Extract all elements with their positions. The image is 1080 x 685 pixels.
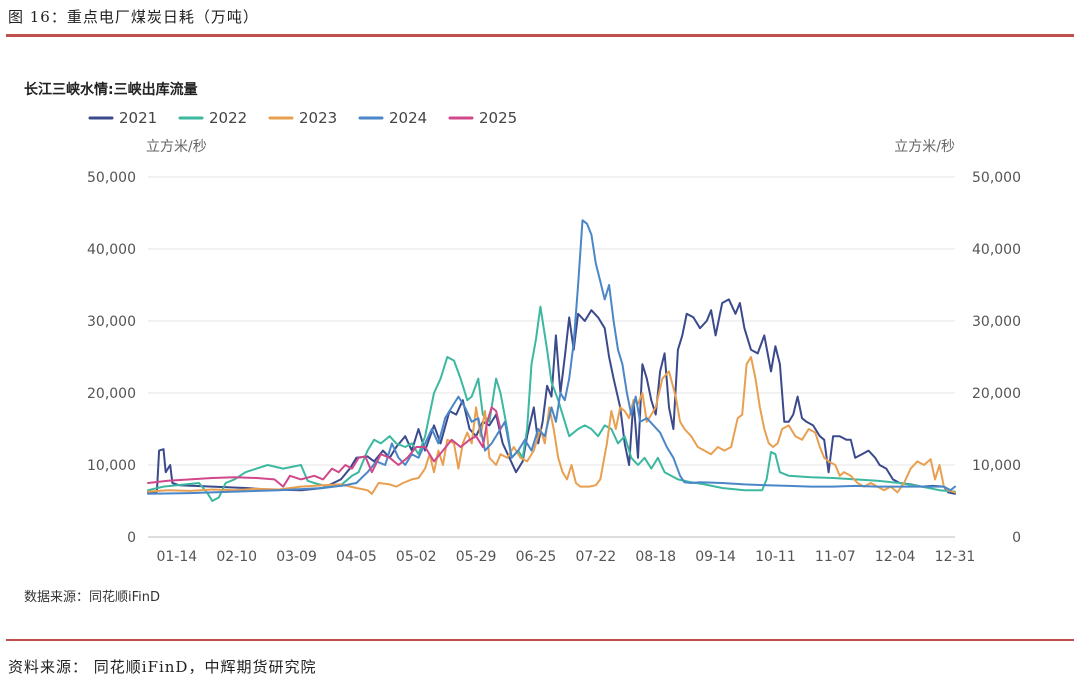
- grid-lines: [148, 176, 955, 538]
- series-line-2023: [147, 356, 956, 495]
- y-tick-label-left: 30,000: [87, 314, 136, 330]
- legend-item-2023[interactable]: 2023: [268, 109, 337, 127]
- legend: 2021 2022 2023 2024 2025: [88, 109, 517, 127]
- series-line-2021: [147, 298, 956, 495]
- outer-source-note: 资料来源： 同花顺iFinD，中辉期货研究院: [8, 658, 317, 676]
- x-tick-label: 05-29: [456, 549, 497, 565]
- legend-item-2025[interactable]: 2025: [448, 109, 517, 127]
- x-tick-label: 03-09: [276, 549, 317, 565]
- series-line-2024: [147, 219, 956, 495]
- legend-label: 2024: [389, 109, 427, 127]
- y-tick-label-left: 20,000: [87, 386, 136, 402]
- legend-item-2021[interactable]: 2021: [88, 109, 157, 127]
- y-tick-label-right: 30,000: [972, 314, 1021, 330]
- y-axis-label-left: 立方米/秒: [146, 139, 207, 155]
- x-tick-label: 06-25: [516, 549, 557, 565]
- y-tick-label-right: 20,000: [972, 386, 1021, 402]
- x-tick-label: 07-22: [575, 549, 616, 565]
- y-tick-label-right: 10,000: [972, 458, 1021, 474]
- x-tick-label: 09-14: [695, 549, 736, 565]
- legend-item-2024[interactable]: 2024: [358, 109, 427, 127]
- legend-label: 2022: [209, 109, 247, 127]
- y-tick-label-left: 10,000: [87, 458, 136, 474]
- legend-label: 2021: [119, 109, 157, 127]
- legend-label: 2025: [479, 109, 517, 127]
- line-chart: 长江三峡水情:三峡出库流量 2021 2022 2023 2024 2025 立方米/秒…: [24, 81, 1021, 565]
- x-tick-label: 10-11: [755, 549, 796, 565]
- x-tick-label: 05-02: [396, 549, 437, 565]
- x-tick-label: 01-14: [156, 549, 197, 565]
- series-line-2025: [147, 406, 502, 488]
- inner-source-note: 数据来源：同花顺iFinD: [24, 590, 161, 605]
- legend-item-2022[interactable]: 2022: [178, 109, 247, 127]
- series-line-2022: [147, 305, 956, 502]
- x-tick-label: 11-07: [815, 549, 856, 565]
- x-tick-label: 02-10: [216, 549, 257, 565]
- x-tick-label: 04-05: [336, 549, 377, 565]
- top-divider: [6, 34, 1074, 37]
- x-tick-label: 12-31: [935, 549, 976, 565]
- series-lines: [147, 219, 956, 502]
- x-ticks: 01-14 02-10 03-09 04-05 05-02 05-29 06-25 07-22…: [156, 549, 975, 565]
- chart-title: 长江三峡水情:三峡出库流量: [24, 81, 198, 98]
- y-tick-label-right: 50,000: [972, 170, 1021, 186]
- x-tick-label: 08-18: [635, 549, 676, 565]
- y-tick-label-right: 0: [1012, 530, 1021, 546]
- bottom-divider: [6, 639, 1074, 641]
- y-ticks: 0 0 10,000 10,000 20,000 20,000 30,000 30,000 40…: [87, 170, 1021, 546]
- y-tick-label-left: 0: [127, 530, 136, 546]
- y-tick-label-right: 40,000: [972, 242, 1021, 258]
- y-axis-label-right: 立方米/秒: [894, 139, 955, 155]
- figure-title: 图 16：重点电厂煤炭日耗（万吨）: [8, 8, 259, 26]
- x-tick-label: 12-04: [875, 549, 916, 565]
- y-tick-label-left: 50,000: [87, 170, 136, 186]
- y-tick-label-left: 40,000: [87, 242, 136, 258]
- legend-label: 2023: [299, 109, 337, 127]
